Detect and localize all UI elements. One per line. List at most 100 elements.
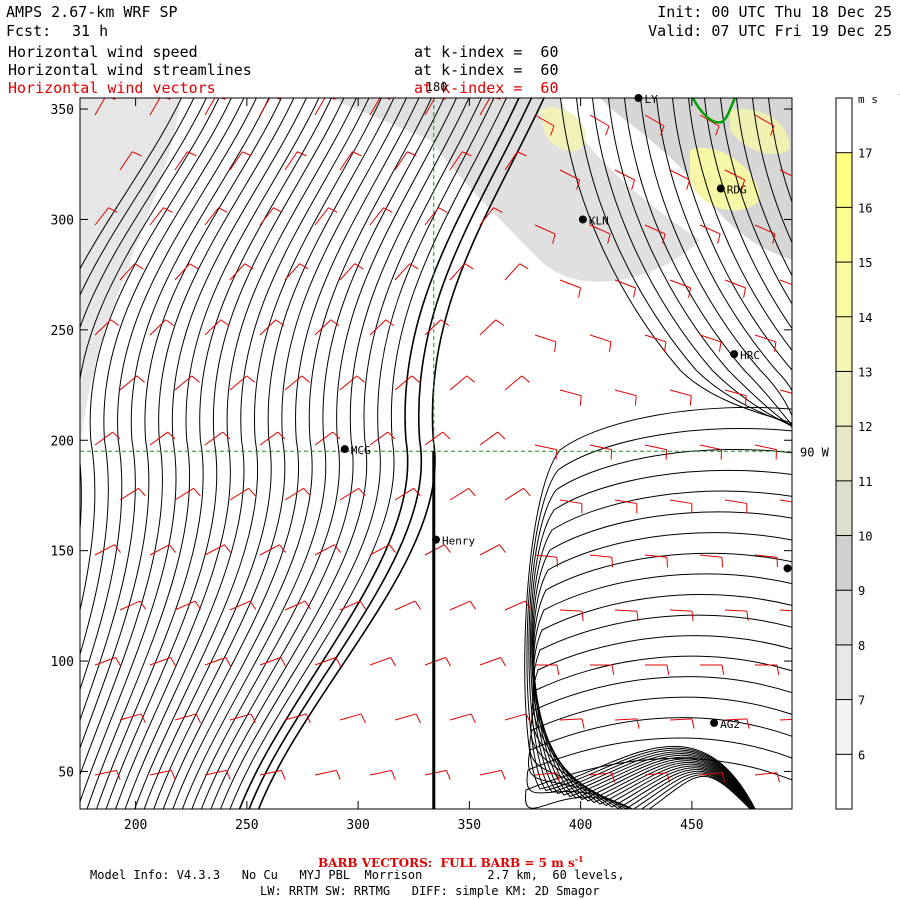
- x-tick-label-2: 300: [346, 818, 369, 833]
- field-level-vectors: at k-index = 60: [414, 79, 559, 97]
- wind-barb-staff-143: [119, 713, 142, 721]
- wind-barb-flag-3: [275, 98, 281, 100]
- streamline-east-1: [526, 428, 792, 809]
- wind-barb-flag-41: [244, 263, 254, 270]
- wind-barb-flag-148: [415, 713, 421, 724]
- streamline-west-21: [181, 98, 445, 809]
- wind-barb-flag-50: [743, 287, 747, 298]
- streamline-west-17: [143, 98, 395, 809]
- streamline-east-12: [531, 655, 792, 809]
- colorbar-label-0: 6: [858, 748, 865, 762]
- wind-barb-staff-81: [259, 431, 279, 446]
- wind-barb-staff-106: [204, 544, 225, 556]
- wind-barb-flag-112: [556, 557, 559, 568]
- wind-barb-staff-126: [614, 609, 637, 612]
- wind-barb-staff-66: [174, 375, 193, 391]
- wind-barb-staff-8: [534, 114, 555, 127]
- wind-barb-staff-41: [229, 263, 246, 281]
- streamline-east-17: [524, 758, 792, 809]
- speed-shade-left: [80, 98, 180, 460]
- streamline-west-19: [162, 98, 420, 809]
- wind-barb-flag-106: [224, 544, 231, 553]
- wind-barb-staff-46: [504, 263, 521, 281]
- colorbar-label-3: 9: [858, 584, 865, 598]
- station-dot-3: [730, 350, 739, 359]
- wind-barb-staff-59: [479, 319, 497, 336]
- wind-barb-staff-20: [504, 151, 518, 171]
- streamline-east-16: [526, 737, 792, 809]
- field-level-speed: at k-index = 60: [414, 43, 559, 61]
- wind-barb-staff-40: [174, 263, 191, 281]
- wind-barb-staff-79: [149, 431, 169, 446]
- wind-barb-flag-51: [799, 288, 801, 298]
- streamline-west-1: [80, 98, 195, 297]
- wind-barb-staff-37: [699, 224, 721, 235]
- streamline-west-28: [248, 98, 533, 809]
- wind-barb-flag-167: [721, 772, 726, 783]
- streamline-west-12: [96, 98, 332, 809]
- wind-barb-flag-29: [273, 207, 283, 213]
- wind-barb-flag-116: [776, 557, 779, 568]
- wind-barb-flag-36: [662, 233, 666, 244]
- wind-barb-flag-66: [191, 375, 200, 383]
- streamline-north-3: [608, 98, 792, 428]
- colorbar-label-11: 17: [858, 147, 872, 161]
- station-label-5: Henry: [442, 535, 475, 548]
- colorbar: 6 7 8 9 10 11 12 13 14 15 16 17 m s -1: [835, 90, 900, 810]
- streamline-east-3: [529, 469, 792, 809]
- station-dot-2: [578, 215, 587, 224]
- wind-barb-staff-17: [339, 151, 353, 171]
- wind-barb-staff-107: [259, 544, 280, 556]
- colorbar-swatch-3: [836, 590, 852, 645]
- streamline-west-4: [80, 98, 232, 612]
- wind-barb-staff-16: [284, 151, 298, 171]
- wind-barb-staff-76: [724, 389, 747, 397]
- station-label-1: RDG: [727, 184, 747, 197]
- streamline-west-8: [80, 98, 282, 750]
- barb-note-exponent: -1: [574, 854, 584, 864]
- wind-barb-staff-32: [424, 207, 439, 226]
- physics-info: LW: RRTM SW: RRTMG DIFF: simple KM: 2D S…: [260, 884, 600, 898]
- wind-barb-flag-84: [442, 431, 451, 440]
- wind-barb-staff-31: [369, 207, 384, 226]
- wind-barb-flag-39: [134, 263, 144, 270]
- wind-barb-staff-12: [754, 114, 775, 127]
- wind-barb-staff-160: [314, 769, 337, 776]
- wind-barb-staff-149: [449, 713, 472, 721]
- wind-barb-staff-109: [369, 544, 390, 556]
- wind-barb-flag-69: [356, 375, 365, 383]
- y-tick-label-4: 250: [51, 324, 74, 339]
- wind-barb-staff-92: [174, 487, 194, 501]
- colorbar-swatch-9: [836, 262, 852, 317]
- streamline-west-15: [124, 98, 370, 809]
- wind-barb-staff-68: [284, 375, 303, 391]
- wind-barb-staff-5: [369, 98, 381, 116]
- wind-barb-flag-72: [521, 375, 530, 383]
- colorbar-swatch-1: [836, 699, 852, 755]
- wind-barb-flag-129: [802, 611, 803, 621]
- wind-barb-flag-9: [605, 125, 610, 136]
- wind-barb-staff-85: [479, 431, 499, 446]
- wind-barb-flag-2: [220, 98, 226, 100]
- wind-barb-staff-147: [339, 713, 362, 721]
- wind-barb-flag-81: [277, 431, 286, 440]
- x-tick-label-0: 200: [124, 818, 147, 833]
- streamline-west-20: [172, 98, 432, 809]
- streamline-west-3: [80, 98, 220, 536]
- wind-barb-staff-62: [644, 334, 667, 343]
- wind-barb-staff-101: [669, 499, 692, 504]
- wind-barb-staff-21: [559, 169, 580, 181]
- wind-barb-flag-158: [226, 770, 231, 780]
- wind-barb-staff-115: [699, 554, 722, 558]
- wind-barb-flag-12: [770, 125, 775, 136]
- wind-barb-flag-13: [132, 151, 142, 157]
- wind-barb-flag-120: [304, 600, 312, 610]
- wind-barb-flag-5: [385, 98, 391, 100]
- wind-barb-flag-85: [497, 431, 506, 440]
- wind-barb-flag-43: [354, 263, 364, 270]
- wind-barb-flag-146: [305, 713, 311, 724]
- wind-barb-flag-139: [611, 664, 615, 675]
- wind-barb-staff-93: [229, 487, 249, 501]
- wind-barb-flag-4: [330, 98, 336, 100]
